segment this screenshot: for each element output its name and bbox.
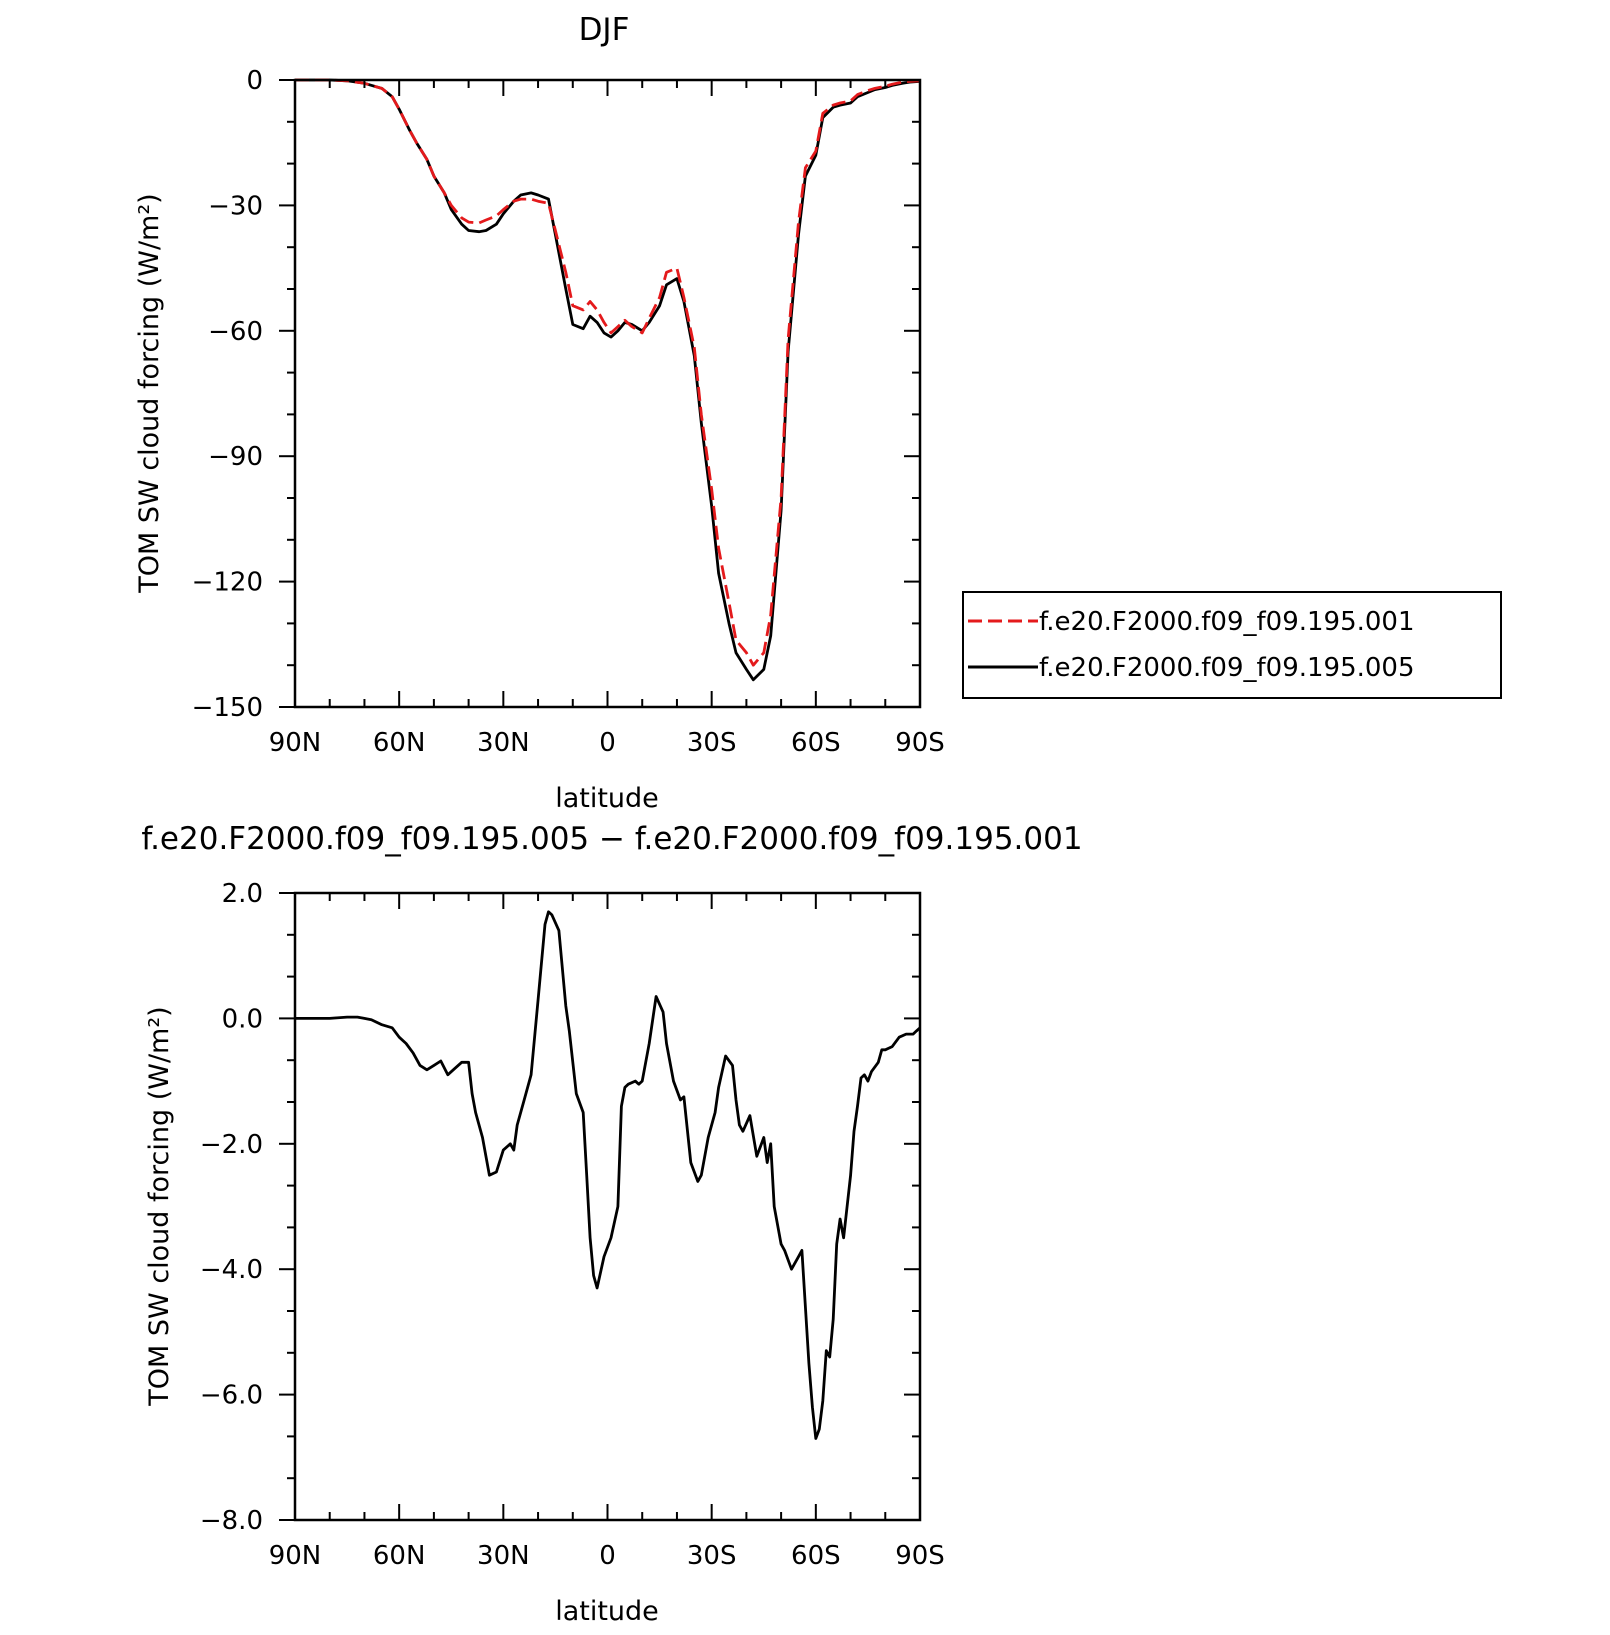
bottom-ticks: 90N 60N 30N 0 30S 60S 90S 2.0 0.0 −2.0 −4.0 −6.0 −8.… — [200, 879, 945, 1571]
top-series-lines — [295, 78, 921, 682]
bottom-y-tick-label: −8.0 — [200, 1506, 263, 1536]
legend-label-001: f.e20.F2000.f09_f09.195.001 — [1039, 607, 1415, 637]
bottom-series-line-0 — [295, 910, 921, 1440]
bottom-x-axis-title: latitude — [555, 1596, 659, 1627]
legend-label-005: f.e20.F2000.f09_f09.195.005 — [1039, 653, 1415, 683]
top-chart: 90N 60N 30N 0 30S 60S 90S 0 −30 −60 −90 −120 −150 la… — [134, 66, 945, 814]
top-x-axis-title: latitude — [555, 783, 659, 814]
bottom-y-tick-label: 0.0 — [222, 1004, 263, 1034]
bottom-x-tick-label: 60S — [791, 1541, 841, 1571]
bottom-y-axis-title: TOM SW cloud forcing (W/m²) — [144, 1006, 175, 1406]
top-y-tick-label: −150 — [192, 693, 263, 723]
top-y-tick-label: −60 — [208, 317, 263, 347]
bottom-x-tick-label: 90N — [269, 1541, 322, 1571]
top-y-tick-label: 0 — [246, 66, 263, 96]
top-y-tick-label: −30 — [208, 191, 263, 221]
top-x-tick-label: 90N — [269, 728, 322, 758]
bottom-x-tick-label: 30S — [687, 1541, 737, 1571]
bottom-plot-frame — [293, 891, 922, 1522]
bottom-y-tick-label: 2.0 — [222, 879, 263, 909]
bottom-chart: 90N 60N 30N 0 30S 60S 90S 2.0 0.0 −2.0 −4.0 −6.0 −8.… — [144, 879, 945, 1627]
bottom-x-tick-label: 0 — [599, 1541, 616, 1571]
top-x-tick-label: 90S — [895, 728, 945, 758]
top-chart-title: DJF — [579, 12, 630, 48]
top-x-tick-label: 60S — [791, 728, 841, 758]
top-ticks: 90N 60N 30N 0 30S 60S 90S 0 −30 −60 −90 −120 −150 — [192, 66, 945, 758]
bottom-y-tick-label: −2.0 — [200, 1130, 263, 1160]
top-x-tick-label: 60N — [373, 728, 426, 758]
top-plot-frame — [293, 78, 922, 709]
top-x-tick-label: 0 — [599, 728, 616, 758]
top-x-tick-label: 30N — [477, 728, 530, 758]
top-series-line-0 — [295, 78, 921, 667]
top-series-line-1 — [295, 78, 921, 682]
bottom-x-tick-label: 30N — [477, 1541, 530, 1571]
bottom-x-tick-label: 90S — [895, 1541, 945, 1571]
legend-box — [962, 591, 1502, 699]
top-y-tick-label: −90 — [208, 442, 263, 472]
top-y-axis-title: TOM SW cloud forcing (W/m²) — [134, 193, 165, 593]
bottom-series-lines — [295, 910, 921, 1440]
top-y-tick-label: −120 — [192, 568, 263, 598]
bottom-y-tick-label: −6.0 — [200, 1381, 263, 1411]
bottom-chart-title: f.e20.F2000.f09_f09.195.005 − f.e20.F200… — [141, 821, 1082, 857]
bottom-y-tick-label: −4.0 — [200, 1255, 263, 1285]
legend: f.e20.F2000.f09_f09.195.001 f.e20.F2000.… — [962, 591, 1502, 699]
top-x-tick-label: 30S — [687, 728, 737, 758]
bottom-x-tick-label: 60N — [373, 1541, 426, 1571]
